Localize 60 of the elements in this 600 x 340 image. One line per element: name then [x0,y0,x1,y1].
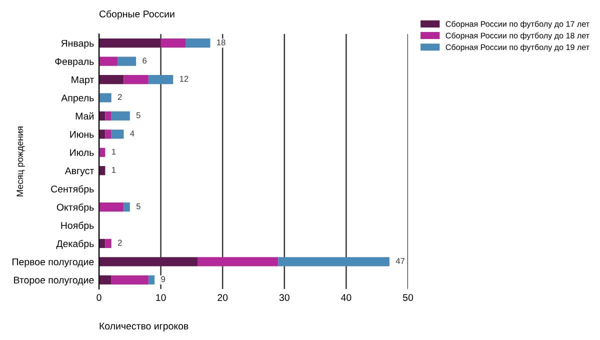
y-axis-title: Месяц рождения [16,126,25,196]
bar [105,238,112,248]
bar [160,38,186,48]
y-tick-label: Январь [61,40,94,49]
y-tick-label: Первое полугодие [12,258,94,268]
bar [186,38,210,48]
y-tick-label: Ноябрь [61,222,94,231]
y-tick-label: Декабрь [56,240,94,250]
y-tick-label: Май [76,112,94,120]
total-label: 12 [180,76,188,82]
bar [99,202,124,212]
bar [99,257,198,266]
bar [99,93,112,102]
total-label: 1 [112,148,116,155]
x-axis-title: Количество игроков [100,322,188,332]
x-tick-label: 20 [218,294,228,301]
bar [105,130,112,139]
y-tick-label: Март [72,76,94,86]
y-tick-label: Второе полугодие [14,276,94,286]
bar [99,74,124,84]
bar [118,56,136,66]
bar [99,275,112,284]
total-label: 4 [130,130,134,136]
y-tick-label: Апрель [61,94,94,104]
y-tick-label: Сентябрь [51,185,94,194]
y-tick-label: Февраль [55,58,94,67]
total-label: 18 [217,39,226,46]
bar [111,275,148,284]
y-tick-label: Август [64,167,94,176]
bar [111,111,130,121]
legend-label: Сборная России по футболу до 18 лет [446,32,590,40]
legend-label: Сборная России по футболу до 19 лет [446,44,590,52]
x-tick-label: 0 [96,294,102,301]
total-label: 5 [136,112,140,118]
bar [148,74,174,84]
bar [198,257,278,266]
total-label: 9 [161,276,166,282]
y-tick-label: Июль [70,149,94,156]
total-label: 1 [112,167,116,173]
bar [99,38,161,48]
total-label: 47 [396,258,404,264]
total-label: 5 [136,203,140,210]
bar [124,202,130,212]
x-tick-label: 30 [279,294,290,301]
bar [111,130,124,139]
y-tick-label: Октябрь [56,203,94,213]
legend-label: Сборная России по футболу до 17 лет [446,20,590,28]
bar [278,257,390,266]
bar [148,275,155,284]
total-label: 6 [142,58,147,64]
bar [124,74,148,84]
bar [105,111,112,121]
bar [99,56,118,66]
x-tick-label: 50 [402,294,414,301]
y-tick-label: Июнь [70,131,94,138]
x-tick-label: 10 [156,294,166,301]
total-label: 2 [118,94,122,100]
chart-title: Сборные России [99,10,174,20]
x-tick-label: 40 [341,294,352,301]
total-label: 2 [118,240,122,246]
